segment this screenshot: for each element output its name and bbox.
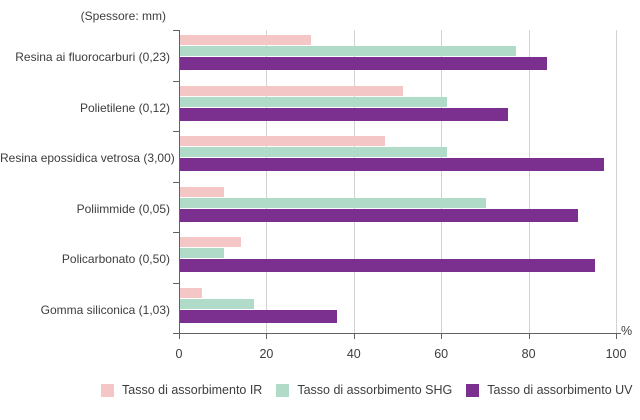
y-axis-tick xyxy=(173,232,179,233)
y-axis-tick xyxy=(173,30,179,31)
x-axis-line xyxy=(179,333,621,334)
legend: Tasso di assorbimento IR Tasso di assorbi… xyxy=(101,383,632,398)
y-axis-line xyxy=(179,30,180,333)
bar-uv xyxy=(180,57,548,70)
legend-swatch xyxy=(466,384,480,397)
legend-label: Tasso di assorbimento SHG xyxy=(297,383,453,397)
bar-ir xyxy=(180,237,242,247)
x-tick-label: 40 xyxy=(346,347,361,361)
bar-shg xyxy=(180,248,224,258)
gridline xyxy=(616,30,617,333)
gridline xyxy=(441,30,443,333)
bar-uv xyxy=(180,208,578,222)
legend-swatch xyxy=(101,384,114,397)
bar-ir xyxy=(180,85,403,96)
bar-shg xyxy=(180,197,486,208)
y-axis-tick xyxy=(173,333,179,334)
gridline xyxy=(528,30,530,333)
category-label: Poliimmide (0,05) xyxy=(76,201,170,216)
gridline xyxy=(266,30,268,333)
category-label: Gomma siliconica (1,03) xyxy=(40,302,170,317)
legend-label: Tasso di assorbimento UV xyxy=(487,383,633,397)
legend-item: Tasso di assorbimento IR xyxy=(101,383,262,398)
x-axis-tick xyxy=(266,333,268,339)
y-axis-tick xyxy=(173,131,179,132)
bar-uv xyxy=(180,259,596,272)
x-axis-tick xyxy=(616,333,617,339)
gridline xyxy=(353,30,355,333)
bar-shg xyxy=(180,147,447,157)
bar-uv xyxy=(180,158,604,171)
bar-ir xyxy=(180,35,312,45)
x-tick-label: 100 xyxy=(605,347,627,361)
x-tick-label: 0 xyxy=(175,347,183,361)
x-axis-tick xyxy=(179,333,180,339)
bar-uv xyxy=(180,309,338,323)
legend-label: Tasso di assorbimento IR xyxy=(122,383,263,397)
bar-shg xyxy=(180,46,517,56)
category-label: Resina epossidica vetrosa (3,00) xyxy=(0,151,175,165)
x-axis-tick xyxy=(528,333,530,339)
x-tick-label: 20 xyxy=(259,347,274,361)
x-tick-label: 60 xyxy=(434,347,449,361)
legend-item: Tasso di assorbimento SHG xyxy=(276,383,452,398)
y-axis-tick xyxy=(173,282,179,284)
bar-ir xyxy=(180,287,202,298)
bar-shg xyxy=(180,96,447,107)
legend-swatch xyxy=(276,384,290,397)
category-label: Resina ai fluorocarburi (0,23) xyxy=(15,50,170,64)
x-tick-label: 80 xyxy=(521,347,536,361)
legend-item: Tasso di assorbimento UV xyxy=(466,383,632,398)
bar-ir xyxy=(180,186,224,197)
y-axis-tick xyxy=(173,80,179,82)
bar-ir xyxy=(180,136,386,146)
category-label: Polietilene (0,12) xyxy=(79,100,170,115)
category-label: Policarbonato (0,50) xyxy=(61,252,170,266)
x-axis-unit-label: % xyxy=(621,324,633,338)
x-axis-tick xyxy=(353,333,355,339)
y-axis-tick xyxy=(173,181,179,183)
bar-uv xyxy=(180,107,508,121)
bar-shg xyxy=(180,298,255,309)
x-axis-tick xyxy=(441,333,443,339)
axis-annotation: (Spessore: mm) xyxy=(80,9,166,23)
